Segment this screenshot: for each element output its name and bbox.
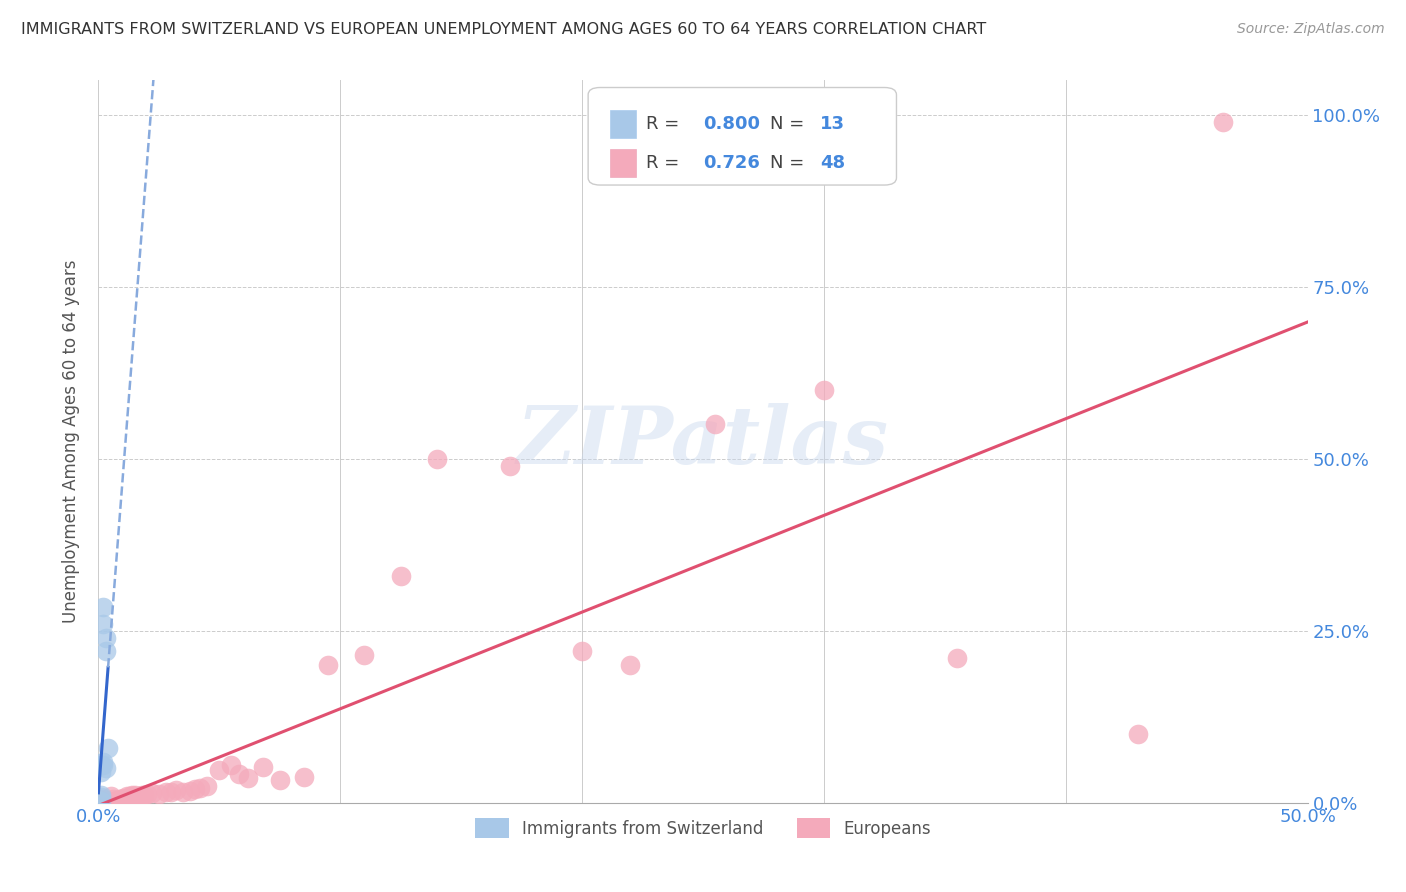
Point — [316, 658, 339, 673]
Point — [389, 568, 412, 582]
Point — [148, 787, 170, 801]
Point — [135, 787, 157, 801]
Point — [131, 788, 153, 802]
Point — [813, 383, 835, 397]
Point — [155, 785, 177, 799]
FancyBboxPatch shape — [610, 110, 637, 137]
Point — [127, 789, 149, 804]
Point — [94, 631, 117, 645]
Point — [184, 782, 207, 797]
Point — [172, 785, 194, 799]
Point — [121, 789, 143, 803]
Point — [619, 658, 641, 673]
Point — [90, 764, 112, 779]
Point — [90, 791, 112, 805]
Point — [91, 616, 114, 631]
Point — [114, 791, 136, 805]
Point — [238, 771, 260, 785]
Point — [128, 789, 150, 803]
Text: 13: 13 — [820, 115, 845, 133]
Point — [188, 780, 211, 795]
Point — [208, 763, 231, 777]
Point — [90, 788, 112, 802]
Point — [426, 451, 449, 466]
Point — [107, 793, 129, 807]
Text: R =: R = — [647, 153, 685, 172]
Point — [946, 651, 969, 665]
Point — [141, 786, 163, 800]
Text: N =: N = — [769, 115, 810, 133]
Point — [90, 790, 112, 805]
Point — [179, 784, 201, 798]
Point — [97, 740, 120, 755]
Point — [292, 770, 315, 784]
Point — [91, 758, 114, 772]
Point — [90, 758, 112, 772]
Point — [104, 794, 127, 808]
Point — [228, 767, 250, 781]
Text: R =: R = — [647, 115, 685, 133]
Point — [160, 785, 183, 799]
Text: N =: N = — [769, 153, 810, 172]
Point — [90, 794, 112, 808]
Point — [117, 789, 139, 803]
Point — [91, 599, 114, 614]
Point — [100, 789, 122, 803]
Point — [1128, 727, 1150, 741]
Point — [269, 773, 291, 788]
Text: 0.726: 0.726 — [703, 153, 759, 172]
Point — [94, 644, 117, 658]
Point — [91, 755, 114, 769]
Point — [704, 417, 727, 432]
Point — [195, 779, 218, 793]
Y-axis label: Unemployment Among Ages 60 to 64 years: Unemployment Among Ages 60 to 64 years — [62, 260, 80, 624]
FancyBboxPatch shape — [610, 149, 637, 177]
Point — [1212, 114, 1234, 128]
Point — [91, 792, 114, 806]
Legend: Immigrants from Switzerland, Europeans: Immigrants from Switzerland, Europeans — [468, 812, 938, 845]
Point — [221, 758, 243, 772]
Point — [124, 788, 146, 802]
Point — [108, 792, 131, 806]
Text: ZIPatlas: ZIPatlas — [517, 403, 889, 480]
Text: 0.800: 0.800 — [703, 115, 761, 133]
Point — [353, 648, 375, 662]
Point — [252, 760, 274, 774]
Point — [111, 791, 134, 805]
Point — [118, 789, 141, 803]
Text: 48: 48 — [820, 153, 845, 172]
Text: IMMIGRANTS FROM SWITZERLAND VS EUROPEAN UNEMPLOYMENT AMONG AGES 60 TO 64 YEARS C: IMMIGRANTS FROM SWITZERLAND VS EUROPEAN … — [21, 22, 987, 37]
FancyBboxPatch shape — [588, 87, 897, 185]
Point — [571, 644, 593, 658]
Point — [94, 793, 117, 807]
Point — [134, 788, 156, 802]
Point — [94, 761, 117, 775]
Text: Source: ZipAtlas.com: Source: ZipAtlas.com — [1237, 22, 1385, 37]
Point — [101, 791, 124, 805]
Point — [165, 783, 187, 797]
Point — [498, 458, 520, 473]
